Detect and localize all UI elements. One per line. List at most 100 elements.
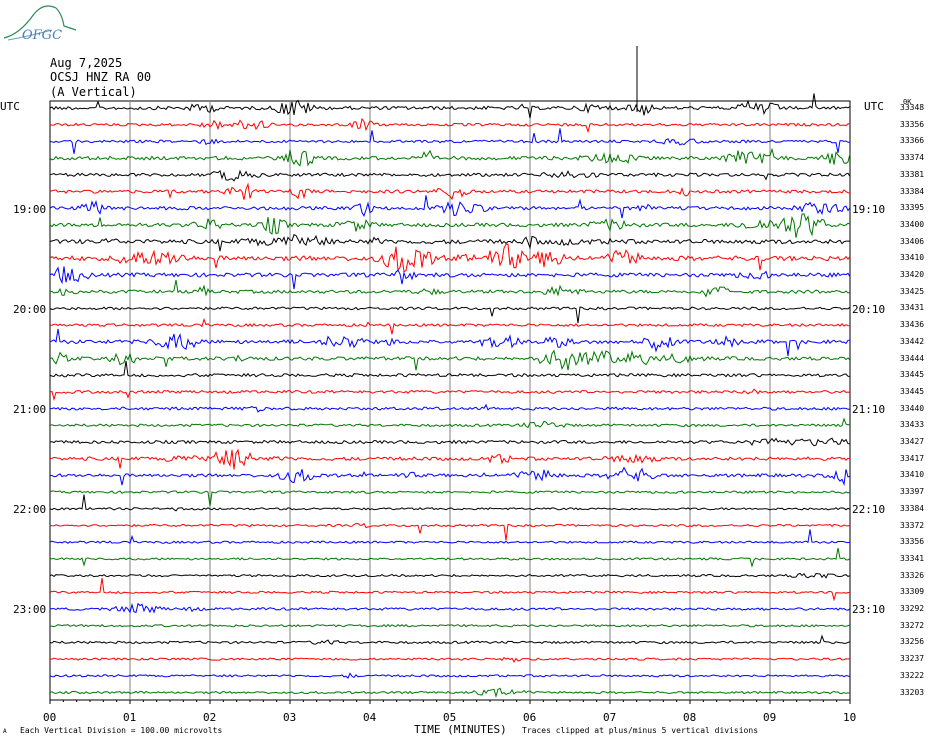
- right-row-label: 33445: [900, 370, 925, 380]
- right-row-label: 33420: [900, 270, 925, 279]
- right-utc-label: UTC: [864, 100, 884, 113]
- seismic-trace: [49, 128, 850, 154]
- seismic-trace: [49, 147, 851, 167]
- right-row-label: 33384: [900, 186, 925, 196]
- right-row-label: 33384: [900, 503, 925, 513]
- seismic-trace: [49, 328, 851, 357]
- seismic-trace: [49, 266, 851, 290]
- right-row-label: 33397: [900, 487, 925, 497]
- right-row-label: 33444: [900, 353, 925, 363]
- seismic-trace: [49, 602, 851, 614]
- x-tick-label: 00: [43, 711, 57, 724]
- left-hour-label: 19:00: [13, 203, 47, 216]
- x-tick-label: 08: [683, 711, 697, 724]
- seismic-trace: [49, 634, 851, 645]
- right-hour-label: 20:10: [852, 303, 886, 316]
- right-row-label: 33431: [900, 303, 925, 313]
- seismic-trace: [49, 117, 851, 134]
- seismic-trace: [49, 494, 851, 512]
- right-row-label: 33436: [900, 320, 925, 330]
- right-hour-label: 23:10: [852, 603, 886, 616]
- seismic-trace: [49, 360, 851, 378]
- ofgc-logo: [3, 5, 77, 41]
- clip-note: Traces clipped at plus/minus 5 vertical …: [522, 726, 759, 735]
- x-tick-label: 02: [203, 711, 217, 724]
- right-row-label: 33374: [900, 153, 925, 163]
- seismic-trace: [49, 577, 851, 602]
- seismic-trace: [49, 466, 851, 487]
- seismic-trace: [49, 169, 851, 182]
- x-axis-title: TIME (MINUTES): [414, 723, 507, 736]
- chart-station: OCSJ HNZ RA 00: [50, 70, 152, 84]
- seismic-trace: [49, 280, 851, 298]
- seismic-trace: [50, 656, 851, 663]
- right-row-label: 33356: [900, 119, 925, 129]
- seismic-trace: [49, 623, 851, 628]
- right-row-label: 33417: [900, 453, 925, 463]
- seismic-trace: [49, 243, 851, 273]
- seismic-trace: [49, 349, 851, 371]
- right-row-label: 33309: [900, 587, 925, 597]
- seismic-trace: [49, 182, 851, 201]
- x-tick-label: 06: [523, 711, 537, 724]
- seismic-trace: [50, 403, 851, 413]
- right-row-label: 33381: [900, 169, 925, 179]
- right-row-label: 33395: [900, 203, 925, 213]
- x-tick-label: 03: [283, 711, 297, 724]
- x-tick-label: 04: [363, 711, 377, 724]
- right-row-label: 33442: [900, 336, 925, 346]
- seismic-trace: [49, 547, 851, 568]
- seismic-trace: [49, 529, 851, 545]
- left-utc-label: UTC: [0, 100, 20, 113]
- left-hour-label: 20:00: [13, 303, 47, 316]
- x-tick-label: 05: [443, 711, 457, 724]
- left-hour-label: 22:00: [13, 503, 47, 516]
- chart-date: Aug 7,2025: [50, 56, 123, 70]
- right-row-label: 33425: [900, 286, 925, 296]
- x-tick-label: 10: [843, 711, 857, 724]
- right-row-label: 33356: [900, 537, 925, 547]
- scale-note: Each Vertical Division = 100.00 microvol…: [20, 726, 223, 735]
- right-row-label: 33222: [900, 670, 925, 680]
- left-hour-label: 23:00: [13, 603, 47, 616]
- seismic-trace: [49, 93, 851, 119]
- x-tick-label: 01: [123, 711, 137, 724]
- seismic-trace: [49, 213, 851, 238]
- right-row-label: 33406: [900, 236, 925, 246]
- seismic-trace: [49, 687, 851, 698]
- right-row-label: 33427: [900, 437, 925, 446]
- right-row-label: 33372: [900, 520, 925, 530]
- left-hour-label: 21:00: [13, 403, 47, 416]
- right-hour-label: 21:10: [852, 403, 886, 416]
- right-row-label: 33366: [900, 136, 925, 146]
- seismic-trace: [49, 234, 850, 252]
- logo-text: OFGC: [22, 28, 63, 43]
- seismic-trace: [49, 448, 851, 470]
- seismic-trace: [49, 522, 851, 541]
- seismic-trace: [49, 490, 851, 507]
- right-row-label: 33341: [900, 553, 925, 563]
- right-row-label: 33433: [900, 420, 925, 430]
- right-row-label: 33400: [900, 219, 925, 229]
- right-row-label: 33272: [900, 620, 925, 630]
- right-hour-label: 19:10: [852, 203, 886, 216]
- right-row-label: 33203: [900, 687, 925, 697]
- x-tick-label: 09: [763, 711, 777, 724]
- right-row-label: 33237: [900, 654, 925, 664]
- seismic-trace: [49, 195, 851, 219]
- right-row-label: 33292: [900, 604, 925, 613]
- seismic-trace: [49, 572, 851, 579]
- seismic-trace: [49, 672, 851, 679]
- seismic-trace: [49, 317, 851, 335]
- right-row-label: 33348: [900, 103, 925, 112]
- seismic-trace: [49, 388, 851, 402]
- right-row-label: 33440: [900, 403, 925, 413]
- right-hour-label: 22:10: [852, 503, 886, 516]
- chart-component: (A Vertical): [50, 85, 137, 99]
- corner-mark: A: [3, 728, 7, 735]
- right-row-label: 33256: [900, 637, 925, 647]
- right-row-label: 33445: [900, 386, 925, 396]
- right-row-label: 33410: [900, 470, 925, 480]
- seismic-trace: [49, 306, 851, 324]
